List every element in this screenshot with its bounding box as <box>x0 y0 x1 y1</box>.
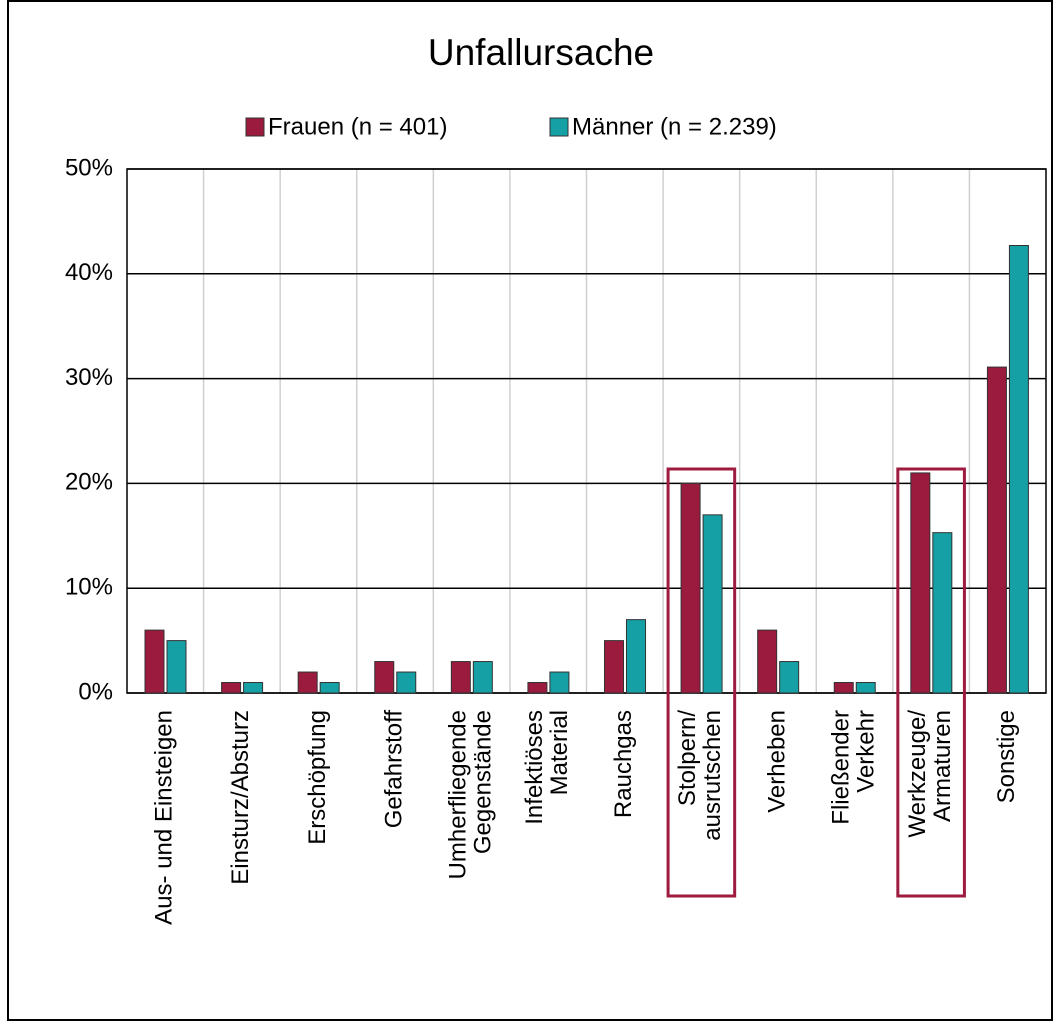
legend-swatch <box>245 117 265 137</box>
legend-swatch <box>549 117 569 137</box>
x-tick-label: Armaturen <box>929 710 956 822</box>
bar <box>833 682 854 694</box>
x-tick-label: ausrutschen <box>699 710 726 841</box>
x-tick-label: Einsturz/Absturz <box>227 710 254 885</box>
x-tick-label: Umherfliegende <box>444 710 471 879</box>
x-tick-label: Gefahrstoff <box>380 710 407 829</box>
bar <box>986 366 1007 694</box>
x-tick-label: Rauchgas <box>610 710 637 818</box>
y-tick-label: 10% <box>65 574 113 601</box>
x-tick-label: Infektiöses <box>521 710 548 825</box>
x-tick-label: Fließender <box>827 710 854 825</box>
bar <box>1008 245 1029 694</box>
legend-label: Frauen (n = 401) <box>268 113 447 140</box>
bar <box>549 671 570 694</box>
bar <box>144 629 165 694</box>
bar <box>374 661 395 694</box>
y-tick-label: 0% <box>78 678 113 705</box>
y-tick-label: 30% <box>65 364 113 391</box>
bar <box>450 661 471 694</box>
bar <box>319 682 340 694</box>
x-tick-label: Material <box>546 710 573 795</box>
x-tick-label: Gegenstände <box>469 710 496 854</box>
bar <box>396 671 417 694</box>
x-tick-label: Aus- und Einsteigen <box>151 710 178 925</box>
frame <box>7 0 1053 1021</box>
x-tick-label: Verheben <box>763 710 790 813</box>
x-tick-label: Sonstige <box>993 710 1020 803</box>
bar <box>297 671 318 694</box>
x-tick-label: Stolpern/ <box>674 710 701 806</box>
x-tick-label: Verkehr <box>852 710 879 793</box>
bar <box>680 482 701 694</box>
x-tick-label: Werkzeuge/ <box>904 710 931 838</box>
y-tick-label: 20% <box>65 469 113 496</box>
y-tick-label: 50% <box>65 154 113 181</box>
highlight-box <box>896 467 966 898</box>
bar <box>932 532 953 694</box>
bar <box>910 472 931 694</box>
bar <box>221 682 242 694</box>
bar <box>855 682 876 694</box>
bar <box>779 661 800 694</box>
bar <box>166 640 187 694</box>
bar <box>626 619 646 694</box>
plot-area <box>126 168 1047 694</box>
highlight-box <box>666 467 737 898</box>
bar <box>757 629 778 694</box>
y-tick-label: 40% <box>65 259 113 286</box>
bar <box>702 514 723 694</box>
bar <box>243 682 264 694</box>
bar <box>604 640 624 694</box>
bar <box>472 661 493 694</box>
x-tick-label: Erschöpfung <box>304 710 331 845</box>
chart-title: Unfallursache <box>428 32 654 73</box>
bar <box>527 682 548 694</box>
legend-label: Männer (n = 2.239) <box>572 113 777 140</box>
